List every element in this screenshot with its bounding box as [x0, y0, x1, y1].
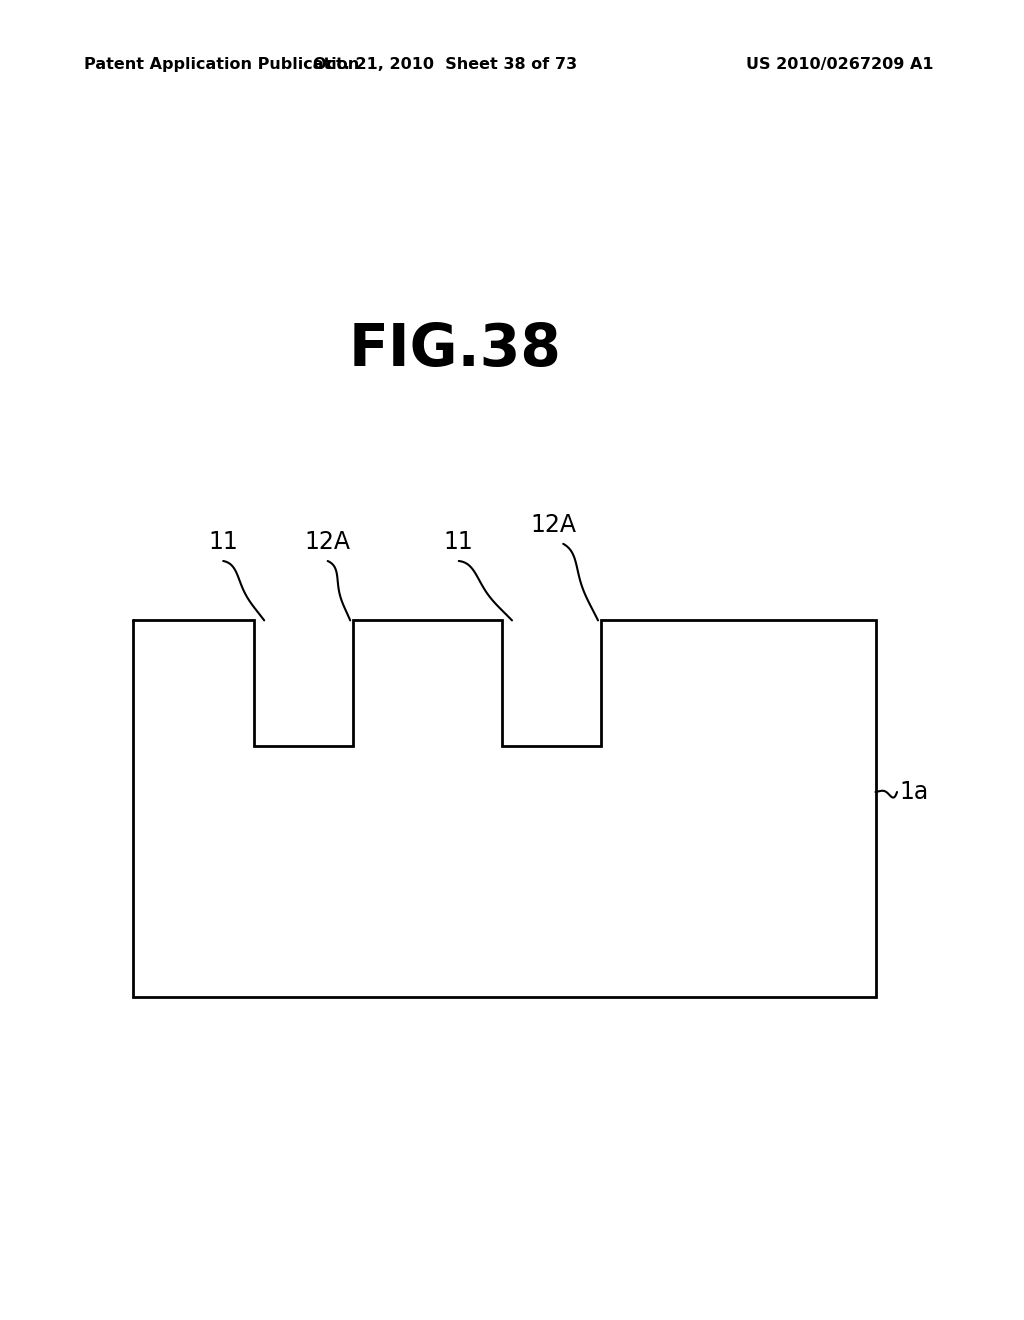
Text: 11: 11 [443, 531, 474, 554]
Text: 11: 11 [208, 531, 239, 554]
Text: Patent Application Publication: Patent Application Publication [84, 57, 359, 71]
Text: Oct. 21, 2010  Sheet 38 of 73: Oct. 21, 2010 Sheet 38 of 73 [313, 57, 578, 71]
Text: 12A: 12A [305, 531, 350, 554]
Text: 1a: 1a [899, 780, 929, 804]
Text: US 2010/0267209 A1: US 2010/0267209 A1 [746, 57, 934, 71]
Text: 12A: 12A [530, 513, 575, 537]
Text: FIG.38: FIG.38 [348, 321, 561, 379]
